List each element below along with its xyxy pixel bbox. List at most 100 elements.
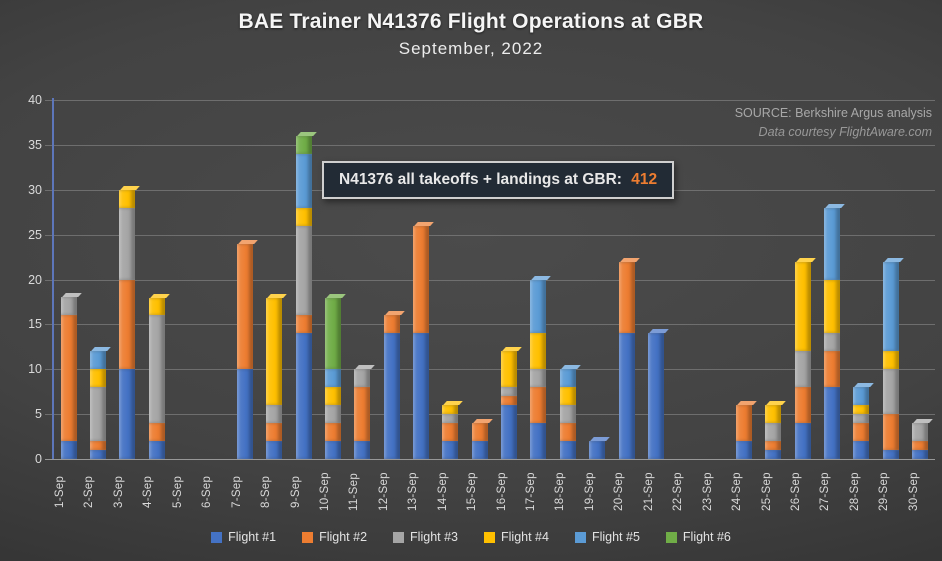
x-axis-label-26-Sep: 26-Sep — [789, 472, 802, 511]
bar-top-face — [326, 293, 346, 298]
source-line-2: Data courtesy FlightAware.com — [758, 124, 932, 139]
category-slot-9-Sep — [289, 100, 318, 459]
bar-top-face — [531, 275, 552, 280]
bar-segment-10-Sep-flight-flight-flight-flight-flight-flight-flight-flight-5 — [324, 369, 341, 388]
x-axis-label-17-Sep: 17-Sep — [525, 472, 537, 511]
legend-item-flight-6: Flight #6 — [665, 530, 731, 544]
bar-1-Sep — [60, 293, 82, 459]
bar-segment-10-Sep-flight-flight-flight-flight-flight-flight-flight-flight-6 — [324, 297, 341, 370]
category-slot-5-Sep — [171, 100, 200, 459]
bar-segment-29-Sep-flight-flight-flight-flight-flight-flight-flight-flight-4 — [882, 351, 899, 370]
legend-swatch-icon — [211, 531, 223, 543]
bar-segment-27-Sep-flight-flight-flight-flight-flight-flight-flight-flight-3 — [824, 333, 841, 352]
bar-segment-4-Sep-flight-flight-flight-flight-flight-flight-flight-flight-1 — [148, 441, 165, 459]
gridline-15 — [45, 324, 935, 326]
legend-swatch-icon — [574, 531, 586, 543]
legend: Flight #1 Flight #2 Flight #3 Flight #4 Flig… — [0, 530, 942, 544]
bar-4-Sep — [148, 293, 170, 459]
bar-segment-18-Sep-flight-flight-flight-flight-flight-flight-flight-flight-2 — [559, 423, 576, 442]
source-note: SOURCE: Berkshire Argus analysis Data co… — [735, 104, 932, 142]
x-axis-label-9-Sep: 9-Sep — [289, 475, 302, 508]
bar-28-Sep — [853, 383, 875, 459]
bar-segment-4-Sep-flight-flight-flight-flight-flight-flight-flight-flight-2 — [148, 423, 165, 442]
bar-20-Sep — [618, 257, 640, 459]
category-slot-23-Sep — [700, 100, 729, 459]
bar-segment-26-Sep-flight-flight-flight-flight-flight-flight-flight-flight-1 — [794, 423, 811, 459]
category-slot-11-Sep — [348, 100, 377, 459]
bar-segment-11-Sep-flight-flight-flight-flight-flight-flight-flight-flight-2 — [354, 387, 371, 442]
category-slot-22-Sep — [671, 100, 700, 459]
legend-label: Flight #4 — [501, 530, 549, 544]
y-tick-label-40: 40 — [28, 93, 42, 107]
bar-segment-25-Sep-flight-flight-flight-flight-flight-flight-flight-flight-3 — [765, 423, 782, 442]
bar-segment-17-Sep-flight-flight-flight-flight-flight-flight-flight-flight-5 — [530, 279, 547, 334]
bar-27-Sep — [824, 203, 845, 459]
x-axis-label-21-Sep: 21-Sep — [642, 472, 655, 511]
bar-top-face — [502, 347, 522, 352]
category-slot-27-Sep — [817, 100, 846, 459]
legend-label: Flight #5 — [591, 530, 640, 544]
bar-segment-7-Sep-flight-flight-flight-flight-flight-flight-flight-flight-2 — [236, 243, 253, 370]
x-axis-label-18-Sep: 18-Sep — [554, 472, 567, 511]
y-tick-label-15: 15 — [28, 317, 42, 332]
category-slot-6-Sep — [201, 100, 230, 459]
legend-swatch-icon — [665, 531, 677, 543]
chart-title: BAE Trainer N41376 Flight Operations at … — [238, 10, 704, 33]
bar-segment-18-Sep-flight-flight-flight-flight-flight-flight-flight-flight-3 — [559, 405, 576, 424]
bar-segment-16-Sep-flight-flight-flight-flight-flight-flight-flight-flight-3 — [501, 387, 518, 397]
x-axis-label-24-Sep: 24-Sep — [731, 472, 744, 511]
legend-swatch-icon — [484, 531, 495, 543]
x-axis-label-14-Sep: 14-Sep — [436, 472, 449, 511]
bar-top-face — [120, 185, 141, 190]
bar-segment-28-Sep-flight-flight-flight-flight-flight-flight-flight-flight-4 — [853, 405, 870, 415]
gridline-10 — [45, 369, 935, 371]
bar-segment-17-Sep-flight-flight-flight-flight-flight-flight-flight-flight-1 — [530, 423, 547, 459]
x-axis-label-16-Sep: 16-Sep — [495, 472, 508, 511]
bar-segment-30-Sep-flight-flight-flight-flight-flight-flight-flight-flight-2 — [912, 441, 929, 451]
bar-segment-2-Sep-flight-flight-flight-flight-flight-flight-flight-flight-1 — [90, 450, 107, 459]
bar-segment-9-Sep-flight-flight-flight-flight-flight-flight-flight-flight-3 — [295, 225, 312, 316]
bar-segment-8-Sep-flight-flight-flight-flight-flight-flight-flight-flight-2 — [266, 423, 283, 442]
bar-segment-30-Sep-flight-flight-flight-flight-flight-flight-flight-flight-3 — [912, 423, 929, 442]
title-block: BAE Trainer N41376 Flight Operations at … — [0, 10, 942, 59]
category-slot-8-Sep — [260, 100, 289, 459]
category-slot-7-Sep — [230, 100, 259, 459]
bar-top-face — [384, 311, 405, 316]
y-tick-label-10: 10 — [28, 362, 42, 377]
gridline-0 — [45, 459, 935, 460]
bar-11-Sep — [354, 365, 376, 459]
category-slot-17-Sep — [524, 100, 553, 459]
category-slot-19-Sep — [582, 100, 611, 459]
bar-segment-27-Sep-flight-flight-flight-flight-flight-flight-flight-flight-1 — [824, 387, 841, 459]
bar-segment-2-Sep-flight-flight-flight-flight-flight-flight-flight-flight-3 — [90, 387, 107, 442]
category-slot-26-Sep — [788, 100, 817, 459]
bar-segment-10-Sep-flight-flight-flight-flight-flight-flight-flight-flight-4 — [324, 387, 341, 406]
bar-segment-3-Sep-flight-flight-flight-flight-flight-flight-flight-flight-4 — [119, 189, 136, 208]
bar-25-Sep — [765, 401, 787, 459]
gridline-35 — [45, 144, 935, 146]
bar-segment-4-Sep-flight-flight-flight-flight-flight-flight-flight-flight-4 — [148, 297, 165, 316]
bar-segment-29-Sep-flight-flight-flight-flight-flight-flight-flight-flight-2 — [882, 414, 899, 451]
x-axis-label-5-Sep: 5-Sep — [171, 475, 184, 508]
x-axis-label-1-Sep: 1-Sep — [54, 475, 66, 508]
x-axis-label-30-Sep: 30-Sep — [907, 472, 920, 511]
legend-swatch-icon — [302, 531, 314, 543]
bar-segment-15-Sep-flight-flight-flight-flight-flight-flight-flight-flight-1 — [471, 441, 488, 459]
bar-segment-13-Sep-flight-flight-flight-flight-flight-flight-flight-flight-2 — [412, 225, 429, 334]
x-axis-label-15-Sep: 15-Sep — [466, 472, 479, 511]
bar-segment-27-Sep-flight-flight-flight-flight-flight-flight-flight-flight-5 — [824, 207, 841, 280]
bar-segment-21-Sep-flight-flight-flight-flight-flight-flight-flight-flight-1 — [647, 333, 664, 459]
bar-3-Sep — [119, 185, 141, 459]
category-slot-28-Sep — [847, 100, 876, 459]
bar-segment-10-Sep-flight-flight-flight-flight-flight-flight-flight-flight-3 — [324, 405, 341, 424]
bar-segment-25-Sep-flight-flight-flight-flight-flight-flight-flight-flight-4 — [765, 405, 782, 424]
y-tick-label-20: 20 — [28, 272, 42, 287]
bar-segment-24-Sep-flight-flight-flight-flight-flight-flight-flight-flight-1 — [735, 441, 752, 459]
bar-segment-17-Sep-flight-flight-flight-flight-flight-flight-flight-flight-2 — [530, 387, 547, 424]
category-slot-10-Sep — [318, 100, 347, 459]
bar-top-face — [443, 401, 464, 406]
category-slot-16-Sep — [494, 100, 523, 459]
legend-label: Flight #2 — [319, 530, 368, 544]
x-axis-label-2-Sep: 2-Sep — [83, 475, 96, 508]
legend-swatch-icon — [393, 531, 405, 543]
